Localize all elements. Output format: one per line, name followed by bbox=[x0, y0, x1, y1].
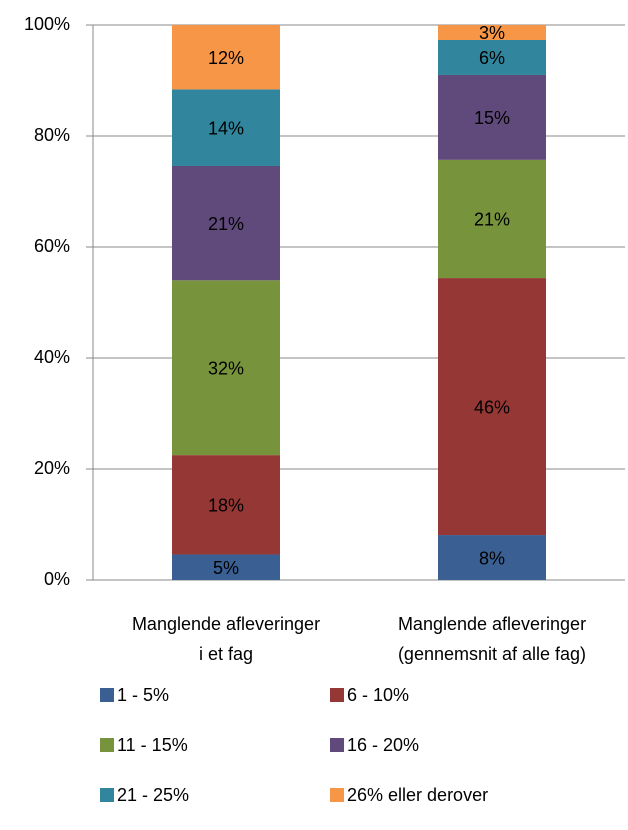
legend-label: 6 - 10% bbox=[347, 685, 409, 705]
bar-segment bbox=[172, 165, 280, 281]
bar-segment bbox=[438, 278, 546, 536]
y-tick-label: 40% bbox=[34, 347, 70, 367]
data-label: 14% bbox=[208, 118, 244, 138]
legend-label: 21 - 25% bbox=[117, 785, 189, 805]
bar-segment bbox=[172, 280, 280, 456]
legend-swatch bbox=[100, 788, 114, 802]
legend-swatch bbox=[100, 688, 114, 702]
data-label: 6% bbox=[479, 48, 505, 68]
data-label: 46% bbox=[474, 397, 510, 417]
bar-segment bbox=[172, 89, 280, 166]
data-label: 18% bbox=[208, 496, 244, 516]
legend-swatch bbox=[330, 688, 344, 702]
y-tick-label: 100% bbox=[24, 14, 70, 34]
legend-label: 1 - 5% bbox=[117, 685, 169, 705]
bar-segment bbox=[438, 25, 546, 40]
data-label: 21% bbox=[474, 210, 510, 230]
y-tick-label: 20% bbox=[34, 458, 70, 478]
legend-label: 26% eller derover bbox=[347, 785, 488, 805]
legend-swatch bbox=[330, 738, 344, 752]
bar-segment bbox=[438, 74, 546, 160]
legend-label: 16 - 20% bbox=[347, 735, 419, 755]
data-label: 12% bbox=[208, 48, 244, 68]
bar-segment bbox=[172, 554, 280, 580]
bar-segment bbox=[438, 159, 546, 279]
legend-swatch bbox=[330, 788, 344, 802]
legend-label: 11 - 15% bbox=[117, 735, 188, 755]
data-label: 21% bbox=[208, 214, 244, 234]
data-label: 3% bbox=[479, 23, 505, 43]
data-label: 32% bbox=[208, 358, 244, 378]
y-tick-label: 0% bbox=[44, 569, 70, 589]
x-tick-label: Manglende afleveringer bbox=[398, 614, 586, 634]
bar-segment bbox=[172, 25, 280, 90]
y-tick-label: 80% bbox=[34, 125, 70, 145]
bar-segment bbox=[438, 39, 546, 75]
x-tick-label: Manglende afleveringer bbox=[132, 614, 320, 634]
x-tick-label: i et fag bbox=[199, 644, 253, 664]
data-label: 8% bbox=[479, 548, 505, 568]
bar-segment bbox=[172, 455, 280, 555]
data-label: 15% bbox=[474, 108, 510, 128]
bar-segment bbox=[438, 535, 546, 580]
x-tick-label: (gennemsnit af alle fag) bbox=[398, 644, 586, 664]
data-label: 5% bbox=[213, 558, 239, 578]
legend-swatch bbox=[100, 738, 114, 752]
y-tick-label: 60% bbox=[34, 236, 70, 256]
